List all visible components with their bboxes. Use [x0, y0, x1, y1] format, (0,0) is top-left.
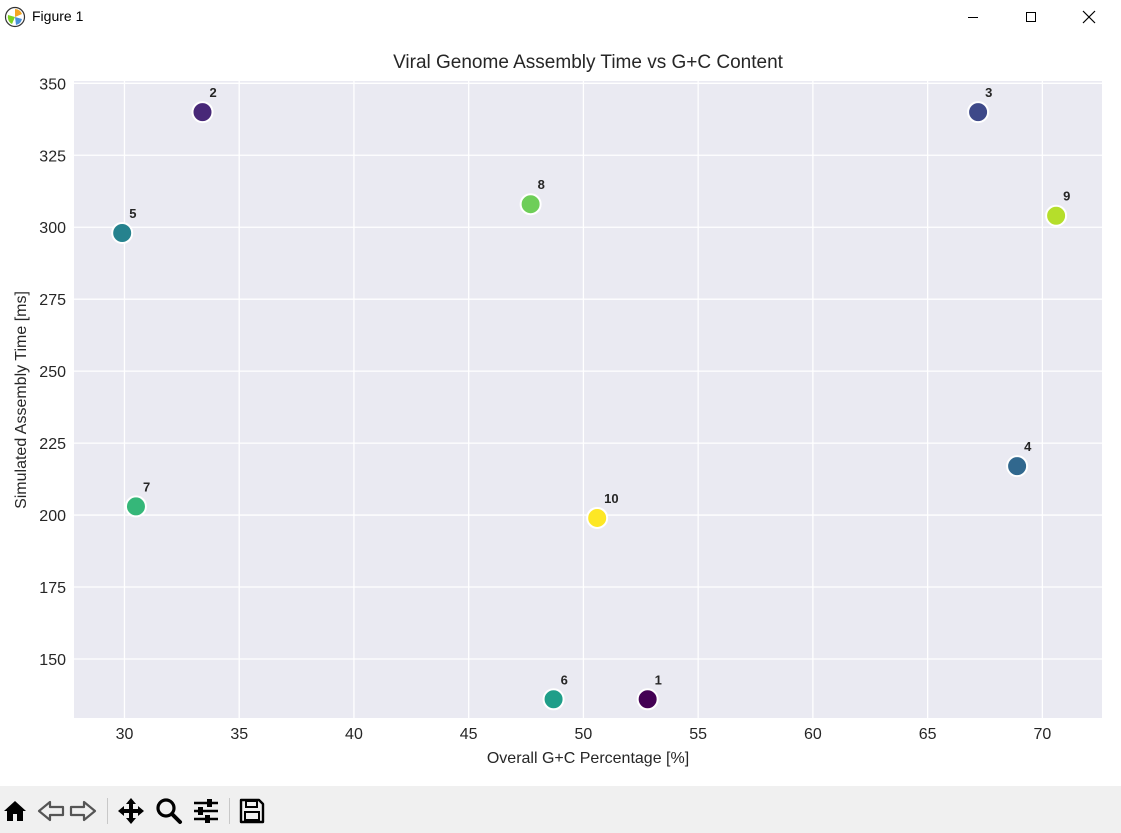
x-tick-label: 55 — [689, 726, 707, 743]
scatter-point — [1045, 204, 1068, 227]
title-bar: Figure 1 — [0, 0, 1121, 34]
y-tick-label: 350 — [39, 76, 66, 93]
minimize-button[interactable] — [945, 0, 1001, 34]
y-tick-label: 275 — [39, 292, 66, 309]
scatter-point — [1006, 455, 1029, 478]
y-tick-label: 325 — [39, 148, 66, 165]
x-tick-label: 40 — [345, 726, 363, 743]
scatter-chart: Viral Genome Assembly Time vs G+C Conten… — [13, 52, 1102, 767]
chart-title: Viral Genome Assembly Time vs G+C Conten… — [393, 52, 784, 73]
scatter-point — [111, 221, 134, 244]
scatter-point — [636, 688, 659, 711]
x-tick-label: 45 — [460, 726, 478, 743]
scatter-point — [542, 688, 565, 711]
minimize-icon — [968, 17, 978, 18]
figure-canvas: Viral Genome Assembly Time vs G+C Conten… — [0, 34, 1121, 786]
maximize-icon — [1026, 12, 1036, 22]
zoom-icon — [156, 798, 182, 824]
navigation-toolbar — [0, 786, 1121, 833]
x-tick-label: 65 — [919, 726, 937, 743]
forward-button[interactable] — [68, 796, 98, 826]
y-tick-label: 250 — [39, 364, 66, 381]
y-tick-label: 150 — [39, 652, 66, 669]
y-tick-label: 175 — [39, 580, 66, 597]
zoom-button[interactable] — [154, 796, 184, 826]
point-label: 8 — [538, 177, 545, 192]
back-arrow-icon — [37, 800, 65, 822]
y-tick-label: 200 — [39, 508, 66, 525]
point-label: 4 — [1024, 439, 1032, 454]
x-tick-label: 70 — [1033, 726, 1051, 743]
pan-icon — [118, 798, 144, 824]
save-icon — [239, 798, 265, 824]
point-label: 6 — [561, 672, 568, 687]
configure-subplots-icon — [194, 799, 218, 823]
point-label: 1 — [655, 672, 662, 687]
point-label: 10 — [604, 491, 618, 506]
point-label: 5 — [129, 206, 136, 221]
close-button[interactable] — [1061, 0, 1117, 34]
close-icon — [1082, 10, 1096, 24]
pan-button[interactable] — [116, 796, 146, 826]
x-tick-label: 35 — [230, 726, 248, 743]
point-label: 2 — [210, 85, 217, 100]
plot-area — [74, 81, 1102, 718]
x-tick-labels: 30 35 40 45 50 55 60 65 70 — [116, 726, 1052, 743]
x-axis-label: Overall G+C Percentage [%] — [487, 750, 689, 767]
forward-arrow-icon — [69, 800, 97, 822]
scatter-point — [586, 506, 609, 529]
window-title: Figure 1 — [32, 8, 84, 24]
x-tick-label: 30 — [116, 726, 134, 743]
x-gridlines — [123, 81, 1043, 718]
y-tick-label: 300 — [39, 220, 66, 237]
save-button[interactable] — [237, 796, 267, 826]
point-labels: 1 2 3 4 5 6 7 8 9 10 — [129, 85, 1070, 687]
scatter-point — [191, 101, 214, 124]
scatter-point — [967, 101, 990, 124]
point-label: 3 — [985, 85, 992, 100]
point-label: 9 — [1063, 189, 1070, 204]
toolbar-separator — [107, 798, 108, 824]
x-tick-label: 60 — [804, 726, 822, 743]
y-tick-label: 225 — [39, 436, 66, 453]
x-tick-label: 50 — [575, 726, 593, 743]
y-tick-labels: 150 175 200 225 250 275 300 325 350 — [39, 76, 66, 669]
data-points — [111, 101, 1068, 711]
point-label: 7 — [143, 479, 150, 494]
scatter-point — [124, 495, 147, 518]
matplotlib-icon — [4, 6, 26, 28]
configure-subplots-button[interactable] — [191, 796, 221, 826]
toolbar-separator — [229, 798, 230, 824]
home-icon — [4, 801, 26, 821]
y-axis-label: Simulated Assembly Time [ms] — [13, 291, 30, 509]
scatter-point — [519, 193, 542, 216]
maximize-button[interactable] — [1003, 0, 1059, 34]
back-button[interactable] — [36, 796, 66, 826]
home-button[interactable] — [0, 796, 30, 826]
